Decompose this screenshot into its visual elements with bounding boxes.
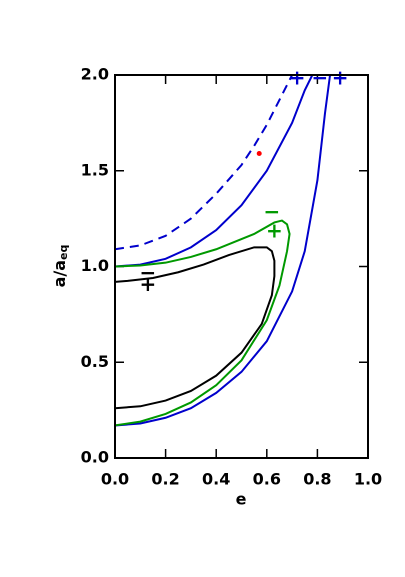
x-tick-label: 0.6 [253,470,281,489]
y-axis-label-sub: eq [57,245,70,260]
x-tick-label: 0.4 [202,470,230,489]
sign-annotation: − [140,261,157,285]
curve [115,75,314,268]
sign-annotation: + [289,65,306,89]
sign-annotation: − [263,199,280,223]
y-tick-label: 0.5 [81,352,109,371]
curve [115,75,293,251]
x-axis-label: e [236,490,247,509]
sign-annotation: + [140,272,157,296]
y-tick-label: 1.5 [81,160,109,179]
point [256,151,262,157]
curve [115,246,276,410]
curve [115,75,332,427]
x-tick-label: 1.0 [354,470,382,489]
sign-annotation: + [266,219,283,243]
x-tick-label: 0.2 [151,470,179,489]
x-tick-label: 0.8 [303,470,331,489]
plot-frame [114,74,369,459]
y-tick-label: 0.0 [81,448,109,467]
y-axis-label-main: a/a [50,260,69,287]
sign-annotation: + [332,65,349,89]
sign-annotation: − [312,65,329,89]
y-tick-label: 1.0 [81,256,109,275]
x-tick-label: 0.0 [101,470,129,489]
curve [115,219,291,427]
y-tick-label: 2.0 [81,65,109,84]
y-axis-label: a/aeq [50,245,71,288]
